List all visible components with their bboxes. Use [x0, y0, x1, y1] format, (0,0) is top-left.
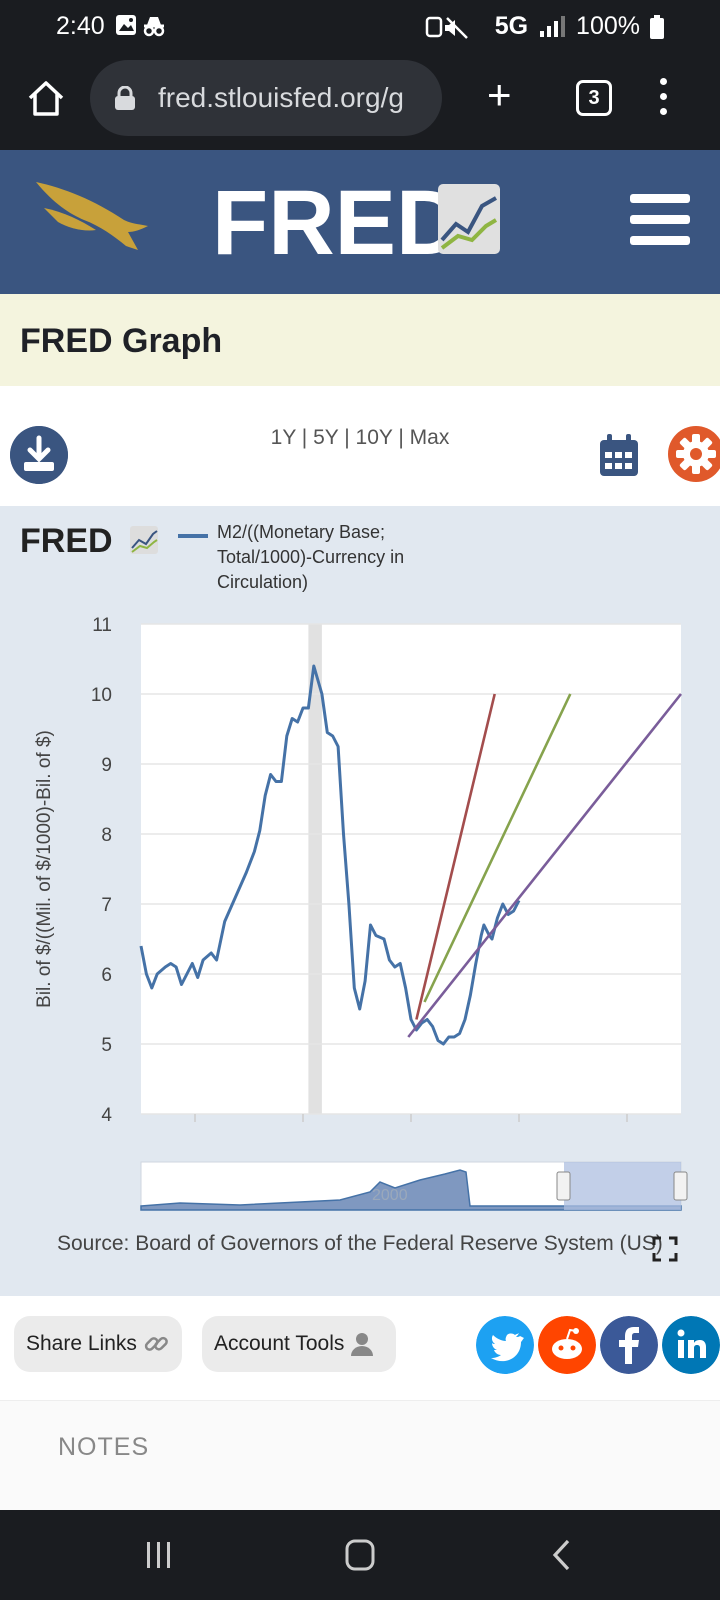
clock: 2:40 [56, 12, 105, 40]
navigator-right-handle [673, 1171, 688, 1201]
menu-button[interactable] [630, 194, 690, 248]
linkedin-icon[interactable] [662, 1316, 720, 1374]
home-icon[interactable] [26, 78, 66, 118]
range-5y[interactable]: 5Y [313, 426, 339, 449]
y-axis-label: Bil. of $/((Mil. of $/1000)-Bil. of $) [34, 730, 55, 1008]
stlouisfed-eagle-logo[interactable] [34, 180, 154, 254]
signal-icon [540, 15, 566, 37]
y-tick-label: 6 [101, 965, 112, 986]
page-title: FRED Graph [20, 322, 223, 360]
graph-panel: FRED M2/((Monetary Base; Total/1000)-Cur… [0, 506, 720, 1296]
battery-text: 100% [576, 12, 640, 40]
back-icon[interactable] [550, 1538, 572, 1572]
data-series-line [139, 664, 521, 1046]
source-note: Source: Board of Governors of the Federa… [57, 1232, 663, 1255]
y-tick-label: 10 [91, 685, 112, 706]
svg-text:FRED: FRED [20, 522, 113, 558]
network-type: 5G [494, 12, 529, 40]
browser-toolbar: fred.stlouisfed.org/g + 3 [0, 52, 720, 150]
fred-logo-text: FRED [212, 176, 462, 272]
fred-logo[interactable]: FRED [212, 176, 512, 272]
account-tools-button[interactable]: Account Tools [202, 1316, 396, 1372]
range-selector: 1Y | 5Y | 10Y | Max [270, 426, 450, 449]
range-max[interactable]: Max [409, 426, 450, 449]
twitter-icon[interactable] [476, 1316, 534, 1374]
y-tick-label: 8 [101, 825, 112, 846]
lock-icon [115, 86, 135, 110]
site-header: FRED [0, 150, 720, 294]
status-right: 5G 100% [425, 12, 664, 41]
browser-menu-button[interactable] [656, 78, 670, 118]
title-bar: FRED Graph [0, 294, 720, 386]
address-bar[interactable]: fred.stlouisfed.org/g [90, 60, 442, 136]
trend-line-3 [407, 693, 683, 1038]
y-tick-label: 4 [101, 1105, 112, 1126]
user-icon [351, 1333, 374, 1357]
share-row: Share Links Account Tools [0, 1296, 720, 1400]
y-tick-label: 11 [92, 615, 112, 636]
mute-icon [425, 16, 468, 39]
notification-icons [116, 12, 186, 44]
y-tick-label: 7 [101, 895, 112, 916]
legend-swatch [178, 534, 208, 538]
settings-gear-icon[interactable] [668, 426, 720, 482]
range-navigator[interactable]: 2000 [0, 1158, 720, 1218]
navigator-left-handle [556, 1171, 571, 1201]
y-tick-label: 5 [101, 1035, 112, 1056]
battery-icon [650, 14, 664, 39]
home-nav-icon[interactable] [344, 1538, 376, 1572]
new-tab-button[interactable]: + [487, 71, 512, 118]
reddit-icon[interactable] [538, 1316, 596, 1374]
fred-mini-logo: FRED [20, 522, 158, 558]
navigator-selection [564, 1162, 681, 1210]
graph-toolbar: 1Y | 5Y | 10Y | Max [0, 386, 720, 506]
share-links-button[interactable]: Share Links [14, 1316, 182, 1372]
trend-line-1 [415, 693, 496, 1020]
legend-label[interactable]: M2/((Monetary Base; Total/1000)-Currency… [217, 522, 405, 592]
web-page: FRED FRED Graph 1Y | 5Y | 10Y | Max [0, 150, 720, 1510]
y-tick-label: 9 [101, 755, 112, 776]
link-icon [144, 1337, 168, 1352]
plot-area [141, 624, 681, 1114]
line-chart[interactable]: 111098765420182020202220242026Bil. of $/… [0, 606, 720, 1126]
range-1y[interactable]: 1Y [270, 426, 296, 449]
recent-apps-icon[interactable] [144, 1540, 174, 1570]
url-text: fred.stlouisfed.org/g [158, 82, 404, 113]
trend-line-2 [423, 693, 572, 1003]
navigator-label: 2000 [372, 1187, 408, 1204]
fullscreen-icon[interactable] [652, 1236, 678, 1262]
range-10y[interactable]: 10Y [355, 426, 393, 449]
calendar-icon[interactable] [598, 434, 640, 478]
facebook-icon[interactable] [600, 1316, 658, 1374]
tab-switcher-button[interactable]: 3 [576, 80, 612, 116]
notes-section: NOTES [0, 1400, 720, 1510]
notes-heading: NOTES [58, 1433, 150, 1461]
recession-band [308, 624, 322, 1114]
download-icon[interactable] [10, 426, 68, 484]
system-nav-bar [0, 1510, 720, 1600]
status-bar: 2:40 5G 100% [0, 0, 720, 52]
